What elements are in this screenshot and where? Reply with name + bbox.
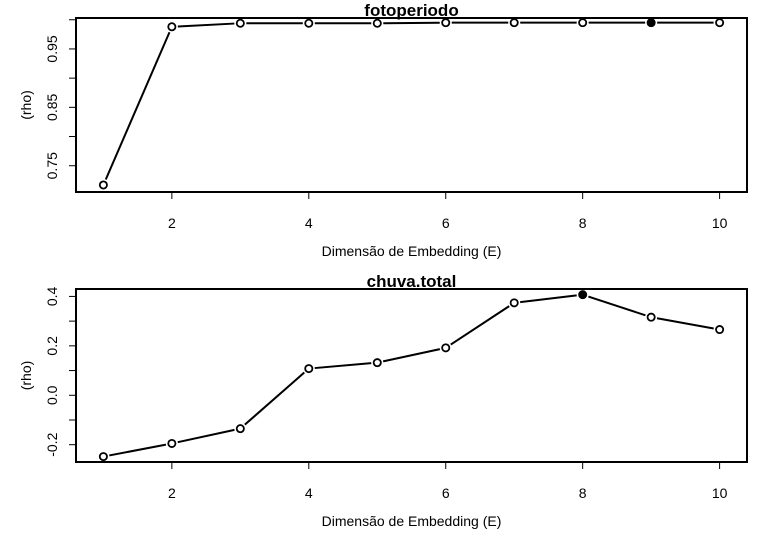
plot-frame xyxy=(75,288,748,463)
data-point xyxy=(578,18,588,28)
y-tick-label: 0.85 xyxy=(44,93,60,120)
axis-ticks: 2 4 6 8 10 0.75 0.85 0.95 xyxy=(44,19,728,231)
data-series xyxy=(98,290,725,462)
plot-frame xyxy=(75,17,748,193)
series-line-segment xyxy=(314,362,372,370)
data-point xyxy=(235,18,245,28)
data-series xyxy=(98,18,725,190)
panel-fotoperiodo: fotoperiodo (rho) Dimensão de Embedding … xyxy=(18,1,748,259)
x-tick-label: 8 xyxy=(579,215,587,231)
axis-ticks: 2 4 6 8 10 -0.2 0.0 0.2 0.4 xyxy=(44,286,728,501)
series-line-segment xyxy=(450,305,510,346)
y-axis-label: (rho) xyxy=(18,361,34,391)
data-point xyxy=(98,452,108,462)
x-tick-label: 4 xyxy=(305,485,313,501)
x-tick-label: 10 xyxy=(712,215,728,231)
series-line-segment xyxy=(588,295,646,317)
data-point xyxy=(372,358,382,368)
data-point xyxy=(715,18,725,28)
data-point xyxy=(167,22,177,32)
x-axis-label: Dimensão de Embedding (E) xyxy=(322,243,502,259)
data-point xyxy=(235,424,245,434)
x-tick-label: 6 xyxy=(442,215,450,231)
x-tick-label: 6 xyxy=(442,485,450,501)
data-point xyxy=(509,18,519,28)
y-tick-label: 0.0 xyxy=(44,385,60,405)
data-point xyxy=(441,343,451,353)
data-point xyxy=(715,325,725,335)
series-line-segment xyxy=(656,317,714,330)
series-line-segment xyxy=(177,428,235,444)
data-point xyxy=(167,438,177,448)
chart-title: fotoperiodo xyxy=(364,1,458,20)
x-tick-label: 4 xyxy=(305,215,313,231)
series-line-segment xyxy=(104,31,171,180)
series-line-segment xyxy=(520,294,577,304)
series-line-segment xyxy=(109,443,167,457)
x-tick-label: 10 xyxy=(712,485,728,501)
panel-chuva-total: chuva.total (rho) Dimensão de Embedding … xyxy=(18,272,748,529)
x-tick-label: 2 xyxy=(168,485,176,501)
data-point xyxy=(509,298,519,308)
data-point-highlighted xyxy=(578,290,588,300)
y-tick-label: 0.2 xyxy=(44,336,60,356)
data-point xyxy=(98,180,108,190)
series-line-segment xyxy=(382,348,441,363)
data-point xyxy=(646,312,656,322)
data-point xyxy=(304,364,314,374)
y-tick-label: 0.75 xyxy=(44,152,60,179)
chart-title: chuva.total xyxy=(367,272,457,291)
x-axis-label: Dimensão de Embedding (E) xyxy=(322,513,502,529)
series-line-segment xyxy=(177,22,235,28)
data-point xyxy=(372,18,382,28)
y-axis-label: (rho) xyxy=(18,90,34,120)
data-point-highlighted xyxy=(646,18,656,28)
x-tick-label: 8 xyxy=(579,485,587,501)
data-point xyxy=(441,18,451,28)
y-tick-label: -0.2 xyxy=(44,432,60,456)
y-tick-label: 0.4 xyxy=(44,286,60,306)
y-tick-label: 0.95 xyxy=(44,35,60,62)
data-point xyxy=(304,18,314,28)
x-tick-label: 2 xyxy=(168,215,176,231)
series-line-segment xyxy=(244,371,305,426)
